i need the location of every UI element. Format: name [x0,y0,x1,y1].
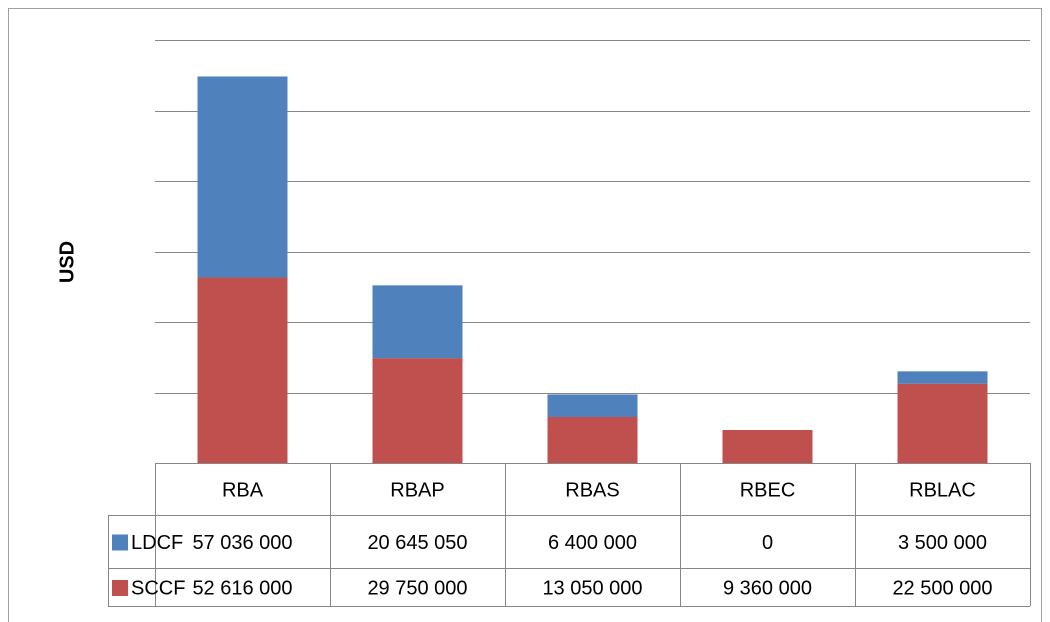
bar-segment [197,76,288,278]
bar-segment [547,416,638,463]
table-cell: 9 360 000 [723,577,812,599]
bar-segment [897,371,988,384]
table-cell: 22 500 000 [892,577,992,599]
chart-border [8,8,1042,622]
table-cell: 6 400 000 [548,532,637,554]
x-tick-label: RBLAC [909,479,976,501]
x-tick-label: RBAP [390,479,444,501]
bar-segment [547,394,638,417]
bar-segment [897,383,988,463]
bar-segment [722,430,813,463]
legend-label: LDCF [131,532,183,554]
legend-swatch [112,580,128,596]
table-cell: 0 [762,532,773,554]
y-axis-label: USD [56,241,78,283]
bar-segment [372,358,463,463]
x-tick-label: RBEC [740,479,796,501]
table-cell: 52 616 000 [192,577,292,599]
table-cell: 20 645 050 [367,532,467,554]
table-cell: 29 750 000 [367,577,467,599]
bar-segment [197,277,288,463]
legend-swatch [112,534,128,551]
table-cell: 13 050 000 [542,577,642,599]
table-cell: 3 500 000 [898,532,987,554]
x-tick-label: RBAS [565,479,619,501]
table-cell: 57 036 000 [192,532,292,554]
bar-segment [372,285,463,359]
x-tick-label: RBA [222,479,264,501]
legend-label: SCCF [131,577,185,599]
